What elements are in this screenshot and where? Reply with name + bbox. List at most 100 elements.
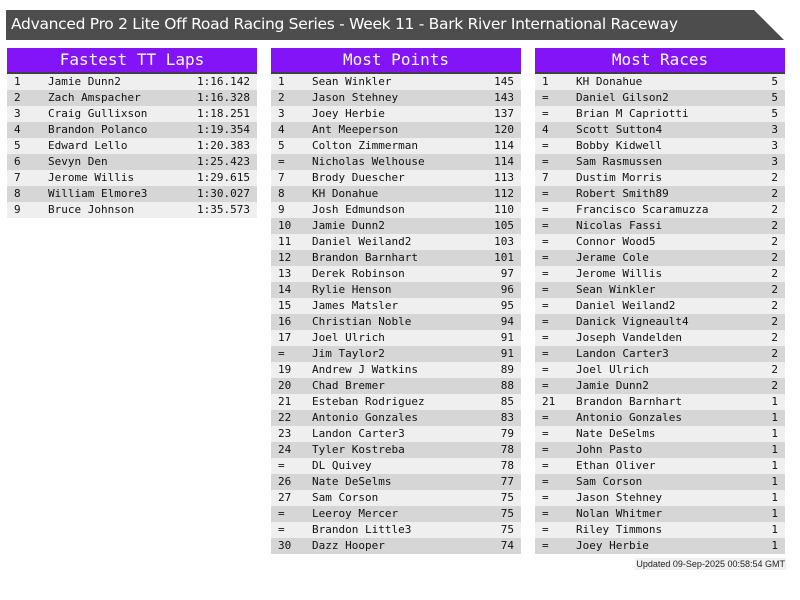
driver-name: Esteban Rodriguez [312,395,425,408]
rank-cell: 1 [542,75,549,88]
rank-cell: 12 [278,251,292,264]
table-row: 22 Antonio Gonzales 83 [271,410,521,426]
table-row: 9 Josh Edmundson 110 [271,202,521,218]
table-row: = Joel Ulrich 2 [535,362,785,378]
rank-cell: = [542,475,549,488]
table-row: 2 Jason Stehney 143 [271,90,521,106]
value-cell: 5 [771,107,778,120]
driver-name: KH Donahue [576,75,643,88]
rank-cell: 3 [278,107,285,120]
rank-cell: = [542,379,549,392]
driver-name: Bruce Johnson [48,203,135,216]
driver-name: Nate DeSelms [576,427,656,440]
driver-name: Francisco Scaramuzza [576,203,709,216]
value-cell: 113 [494,171,514,184]
rank-cell: 8 [278,187,285,200]
driver-name: Nolan Whitmer [576,507,663,520]
table-row: = Nate DeSelms 1 [535,426,785,442]
driver-name: Jerome Willis [48,171,135,184]
rank-cell: = [542,267,549,280]
table-row: 11 Daniel Weiland2 103 [271,234,521,250]
table-row: = Connor Wood5 2 [535,234,785,250]
table-row: = Francisco Scaramuzza 2 [535,202,785,218]
rank-cell: = [542,235,549,248]
rank-cell: 7 [278,171,285,184]
table-row: = Joey Herbie 1 [535,538,785,554]
value-cell: 112 [494,187,514,200]
table-row: = Jim Taylor2 91 [271,346,521,362]
table-row: = Joseph Vandelden 2 [535,330,785,346]
panel-heading: Most Points [271,48,521,74]
rank-cell: 9 [14,203,21,216]
table-row: 14 Rylie Henson 96 [271,282,521,298]
value-cell: 2 [771,283,778,296]
rank-cell: 1 [14,75,21,88]
rank-cell: 4 [542,123,549,136]
rank-cell: 27 [278,491,292,504]
table-row: 5 Edward Lello 1:20.383 [7,138,257,154]
table-row: 10 Jamie Dunn2 105 [271,218,521,234]
value-cell: 3 [771,123,778,136]
table-row: 12 Brandon Barnhart 101 [271,250,521,266]
table-row: 23 Landon Carter3 79 [271,426,521,442]
driver-name: Joel Ulrich [576,363,649,376]
driver-name: Scott Sutton4 [576,123,663,136]
driver-name: Riley Timmons [576,523,663,536]
value-cell: 2 [771,379,778,392]
rank-cell: 5 [14,139,21,152]
table-row: 4 Scott Sutton4 3 [535,122,785,138]
rank-cell: = [278,347,285,360]
driver-name: Christian Noble [312,315,412,328]
value-cell: 75 [500,491,514,504]
value-cell: 91 [500,347,514,360]
driver-name: Nicolas Fassi [576,219,663,232]
rank-cell: 17 [278,331,292,344]
fastest-tt-laps-panel: Fastest TT Laps 1 Jamie Dunn2 1:16.142 2 Zac… [7,48,257,218]
value-cell: 114 [494,139,514,152]
rank-cell: 6 [14,155,21,168]
driver-name: Jerame Cole [576,251,649,264]
driver-name: Jason Stehney [576,491,663,504]
rank-cell: = [542,523,549,536]
value-cell: 78 [500,443,514,456]
table-row: 2 Zach Amspacher 1:16.328 [7,90,257,106]
rank-cell: 21 [278,395,292,408]
driver-name: Landon Carter3 [576,347,669,360]
value-cell: 1:16.328 [197,91,250,104]
driver-name: John Pasto [576,443,643,456]
value-cell: 1 [771,443,778,456]
driver-name: Ethan Oliver [576,459,656,472]
rank-cell: = [542,539,549,552]
driver-name: Jason Stehney [312,91,399,104]
driver-name: Nate DeSelms [312,475,392,488]
driver-name: Leeroy Mercer [312,507,399,520]
panel-heading: Fastest TT Laps [7,48,257,74]
table-row: = DL Quivey 78 [271,458,521,474]
rank-cell: 19 [278,363,292,376]
table-row: 7 Dustim Morris 2 [535,170,785,186]
table-row: 1 Sean Winkler 145 [271,74,521,90]
driver-name: Zach Amspacher [48,91,141,104]
rank-cell: = [542,139,549,152]
value-cell: 103 [494,235,514,248]
rank-cell: = [542,251,549,264]
most-races-panel: Most Races 1 KH Donahue 5 = Daniel Gilson2 5 =… [535,48,785,554]
table-row: 30 Dazz Hooper 74 [271,538,521,554]
driver-name: Colton Zimmerman [312,139,418,152]
rank-cell: 20 [278,379,292,392]
rank-cell: 2 [14,91,21,104]
driver-name: Sam Corson [576,475,643,488]
value-cell: 88 [500,379,514,392]
driver-name: Antonio Gonzales [576,411,682,424]
value-cell: 2 [771,251,778,264]
driver-name: Joey Herbie [312,107,385,120]
page-title: Advanced Pro 2 Lite Off Road Racing Seri… [11,15,678,33]
table-row: = Jerome Willis 2 [535,266,785,282]
table-row: = Robert Smith89 2 [535,186,785,202]
table-row: 4 Brandon Polanco 1:19.354 [7,122,257,138]
table-row: 3 Joey Herbie 137 [271,106,521,122]
table-row: 3 Craig Gullixson 1:18.251 [7,106,257,122]
table-row: = Antonio Gonzales 1 [535,410,785,426]
driver-name: James Matsler [312,299,399,312]
rank-cell: = [542,507,549,520]
